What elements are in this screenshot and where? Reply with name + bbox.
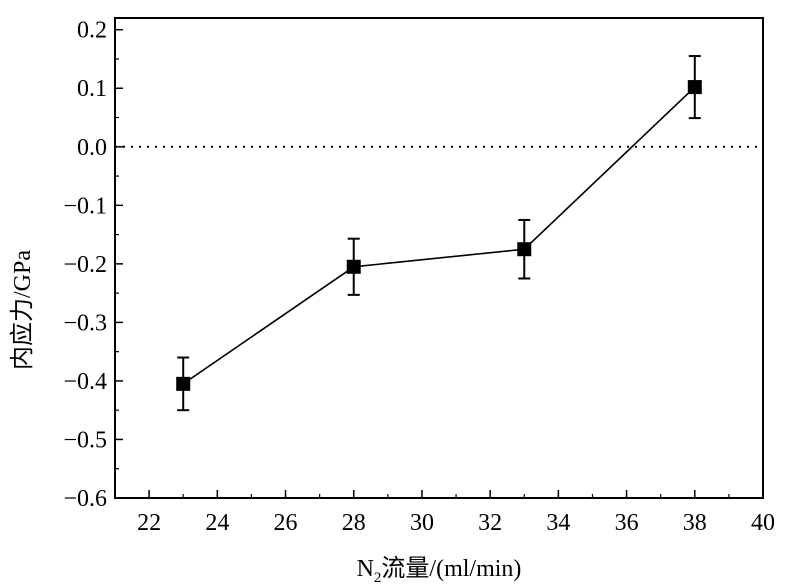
y-tick-label: −0.4 — [63, 369, 107, 395]
x-tick-label: 24 — [205, 510, 229, 536]
x-axis-title-subscript: 2 — [374, 570, 382, 585]
data-point-square — [517, 242, 532, 257]
y-tick-label: −0.1 — [63, 193, 107, 219]
y-tick-label: 0.1 — [77, 76, 107, 102]
y-tick-label: 0.0 — [77, 135, 107, 161]
x-tick-label: 28 — [342, 510, 366, 536]
x-tick-label: 30 — [410, 510, 434, 536]
y-axis-title: 内应力/GPa — [9, 250, 36, 370]
series-line — [182, 86, 696, 385]
data-point-square — [346, 259, 361, 274]
y-tick-label: −0.3 — [63, 310, 107, 336]
x-tick-label: 22 — [137, 510, 161, 536]
y-tick-label: 0.2 — [77, 18, 107, 44]
x-tick-label: 38 — [683, 510, 707, 536]
x-tick-label: 32 — [478, 510, 502, 536]
x-tick-label: 26 — [274, 510, 298, 536]
x-axis-title-prefix: N — [357, 556, 374, 582]
series-layer — [176, 55, 702, 412]
x-axis-title: N2流量/(ml/min) — [357, 555, 522, 585]
x-tick-label: 36 — [615, 510, 639, 536]
x-axis-ticks: 22 24 26 28 30 32 34 36 38 40 — [137, 490, 775, 536]
plot-frame — [114, 17, 764, 499]
y-tick-label: −0.2 — [63, 252, 107, 278]
y-tick-label: −0.6 — [63, 486, 107, 512]
y-tick-label: −0.5 — [63, 427, 107, 453]
data-point-square — [176, 376, 191, 391]
x-axis-title-suffix: 流量/(ml/min) — [381, 555, 521, 582]
x-tick-label: 34 — [546, 510, 570, 536]
y-axis-ticks: −0.6 −0.5 −0.4 −0.3 −0.2 −0.1 0.0 0.1 0.2 — [63, 18, 123, 512]
data-point-square — [687, 80, 702, 95]
x-tick-label: 40 — [751, 510, 775, 536]
